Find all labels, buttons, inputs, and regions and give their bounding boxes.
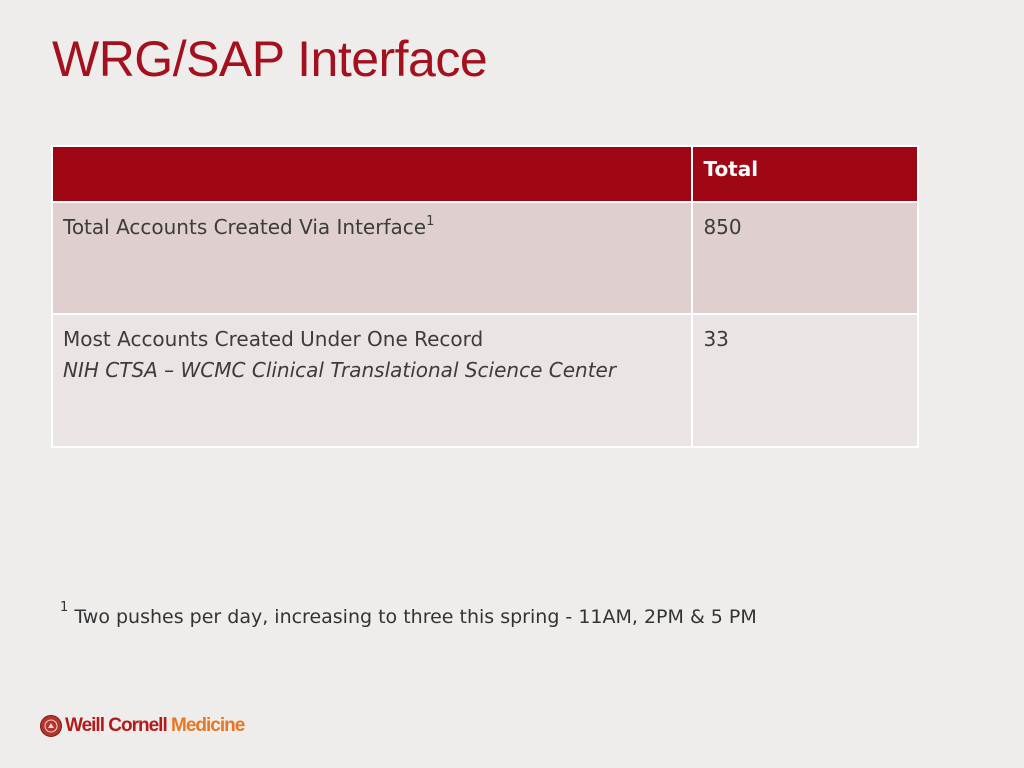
- row-value-cell: 33: [691, 313, 919, 448]
- header-total-cell: Total: [691, 145, 919, 203]
- logo-word-weill-cornell: Weill Cornell: [65, 715, 172, 736]
- row-label-subtitle: NIH CTSA – WCMC Clinical Translational S…: [63, 358, 617, 382]
- logo-word-medicine: Medicine: [171, 715, 245, 736]
- seal-icon: [40, 715, 62, 737]
- accounts-table: Total Total Accounts Created Via Interfa…: [50, 145, 919, 448]
- table-row: Most Accounts Created Under One Record N…: [50, 313, 919, 448]
- row-label-cell: Total Accounts Created Via Interface1: [50, 201, 694, 315]
- row-value-cell: 850: [691, 201, 919, 315]
- weill-cornell-logo: Weill Cornell Medicine: [40, 713, 245, 739]
- footnote-marker: 1: [60, 600, 69, 615]
- table-header-row: Total: [50, 145, 919, 203]
- row-label: Total Accounts Created Via Interface: [63, 215, 427, 239]
- footnote-reference: 1: [426, 214, 435, 229]
- slide-title: WRG/SAP Interface: [52, 31, 488, 87]
- header-label-cell: [50, 145, 694, 203]
- seal-emblem-icon: [44, 719, 58, 733]
- logo-wordmark: Weill Cornell Medicine: [65, 715, 245, 737]
- row-label-cell: Most Accounts Created Under One Record N…: [50, 313, 694, 448]
- footnote: 1 Two pushes per day, increasing to thre…: [60, 600, 757, 628]
- table-row: Total Accounts Created Via Interface1 85…: [50, 201, 919, 315]
- row-label: Most Accounts Created Under One Record: [63, 327, 484, 351]
- footnote-text: Two pushes per day, increasing to three …: [68, 606, 757, 628]
